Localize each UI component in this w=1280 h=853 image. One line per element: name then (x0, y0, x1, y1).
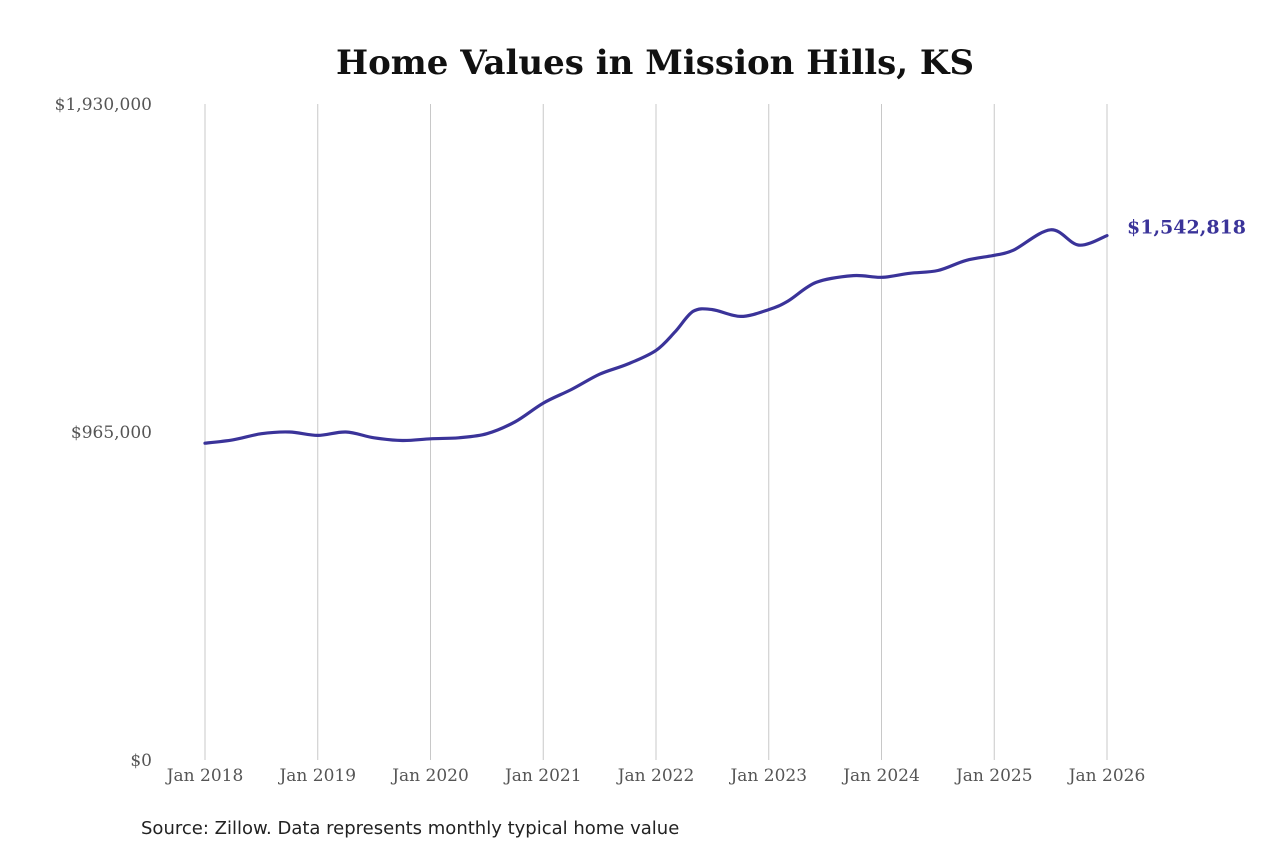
x-tick-label: Jan 2019 (277, 766, 356, 786)
x-tick-label: Jan 2023 (728, 766, 807, 786)
grid-lines (204, 104, 1108, 760)
y-tick-label: $965,000 (71, 423, 152, 443)
series-line (203, 228, 1109, 445)
x-tick-label: Jan 2018 (165, 766, 244, 786)
y-axis-ticks: $0 $965,000 $1,930,000 (55, 95, 152, 771)
series-layer: $1,542,818 (203, 217, 1246, 445)
end-value-label: $1,542,818 (1127, 217, 1246, 239)
y-tick-label: $1,930,000 (55, 95, 152, 115)
x-tick-label: Jan 2026 (1067, 766, 1146, 786)
x-axis-ticks: Jan 2018 Jan 2019 Jan 2020 Jan 2021 Jan 2022… (165, 766, 1146, 786)
x-tick-label: Jan 2025 (954, 766, 1033, 786)
x-tick-label: Jan 2022 (616, 766, 695, 786)
chart-title: Home Values in Mission Hills, KS (336, 43, 974, 83)
x-tick-label: Jan 2024 (841, 766, 920, 786)
y-tick-label: $0 (130, 751, 152, 771)
x-tick-label: Jan 2021 (503, 766, 582, 786)
x-tick-label: Jan 2020 (390, 766, 469, 786)
source-note: Source: Zillow. Data represents monthly … (141, 818, 679, 839)
